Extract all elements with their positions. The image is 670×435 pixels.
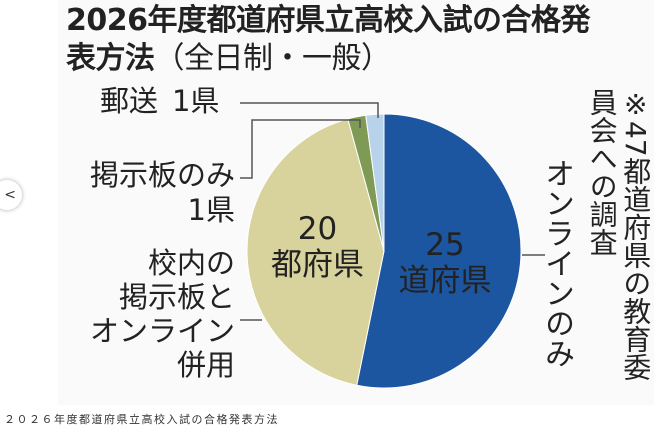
chart-subtitle: （全日制・一般）	[154, 40, 392, 76]
leader-line	[240, 119, 361, 179]
slice-label: 校内の 掲示板と オンライン 併用	[89, 246, 235, 382]
caption: ２０２６年度都道府県立高校入試の合格発表方法	[4, 413, 279, 426]
value-label: 1県	[172, 84, 220, 118]
value-label: 25 道府県	[398, 227, 492, 299]
chart-title: 2026年度都道府県立高校入試の合格発表方法	[66, 3, 591, 76]
prev-button[interactable]: <	[0, 180, 22, 210]
title-block: 2026年度都道府県立高校入試の合格発表方法（全日制・一般）	[66, 2, 611, 77]
slice-label: オンラインのみ	[539, 158, 574, 368]
pie-slice	[246, 118, 385, 386]
leader-line	[240, 102, 379, 118]
pie-slice	[356, 113, 522, 389]
slice-label: 掲示板のみ	[89, 158, 235, 192]
value-label: 1県	[187, 193, 235, 227]
note: ※47都道府県の教育委員会への調査	[585, 88, 653, 381]
leader-lines	[240, 102, 545, 321]
value-label: 20 都府県	[271, 211, 364, 283]
pie-slice	[365, 113, 385, 252]
slice-label: 郵送	[100, 84, 159, 118]
